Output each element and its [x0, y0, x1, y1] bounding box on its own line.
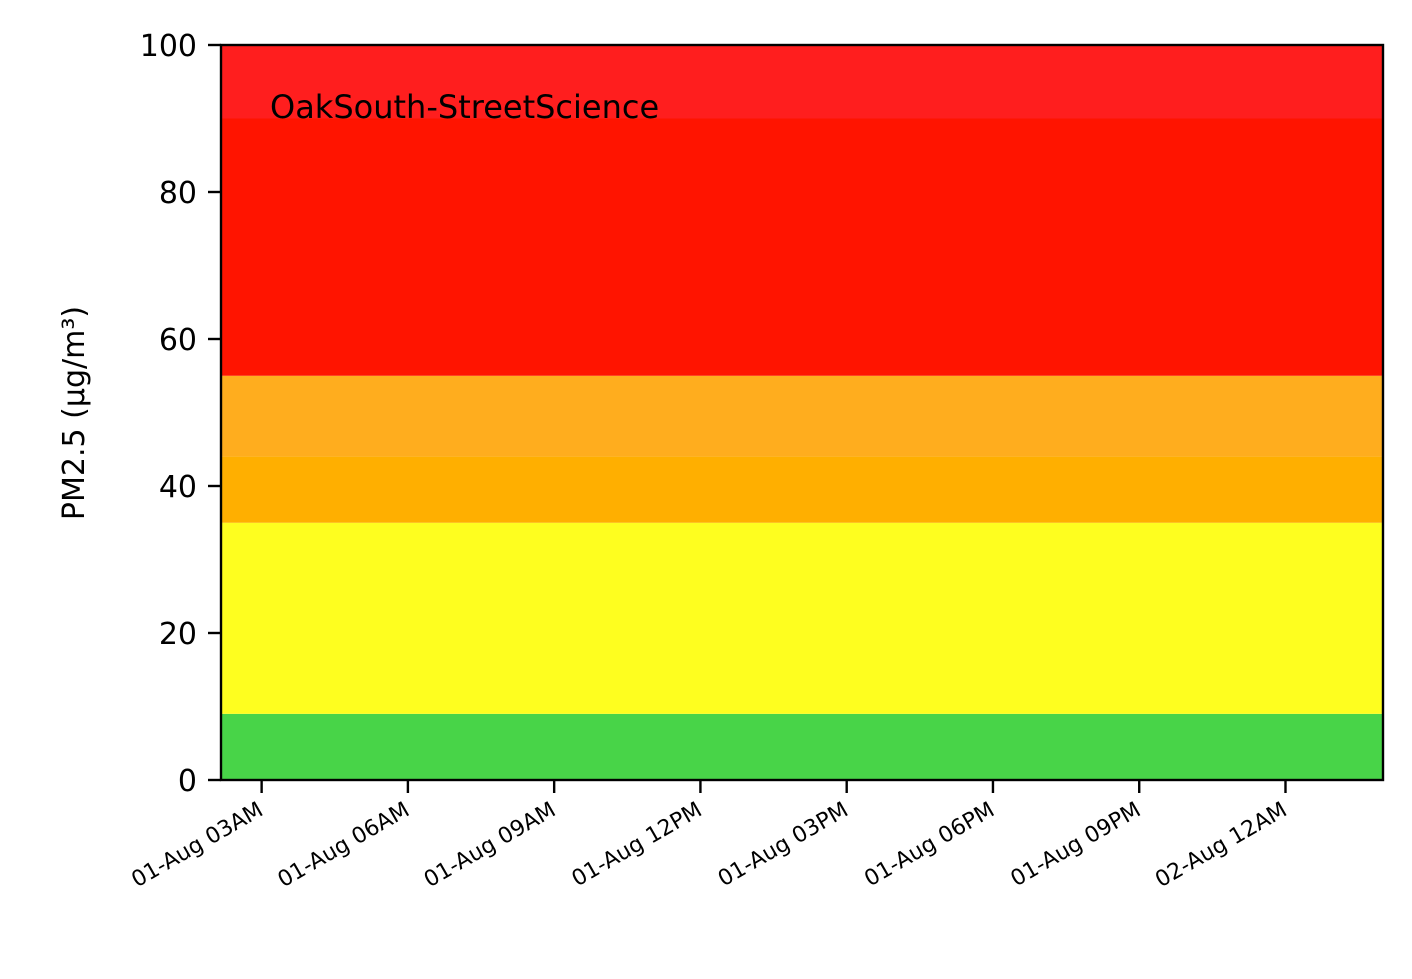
y-tick-label: 40	[159, 470, 197, 505]
aqi-band	[221, 522, 1383, 714]
y-tick-label: 60	[159, 323, 197, 358]
x-axis: 01-Aug 03AM 01-Aug 06AM 01-Aug 09AM 01-Aug …	[127, 780, 1291, 893]
aqi-band	[221, 45, 1383, 119]
y-axis: 0 20 40 60 80 100	[140, 29, 221, 799]
x-tick-label: 01-Aug 03AM	[127, 798, 267, 893]
x-tick-label: 01-Aug 09PM	[1007, 798, 1146, 892]
station-annotation: OakSouth-StreetScience	[270, 88, 659, 126]
y-tick-label: 0	[178, 764, 197, 799]
aqi-band	[221, 118, 1383, 376]
x-tick-label: 02-Aug 12AM	[1151, 798, 1291, 893]
plot-frame	[219, 43, 1385, 782]
x-tick-label: 01-Aug 06AM	[274, 798, 414, 893]
y-tick-label: 20	[159, 617, 197, 652]
y-tick-label: 80	[159, 176, 197, 211]
x-tick-label: 01-Aug 06PM	[860, 798, 999, 892]
y-axis-label: PM2.5 (µg/m³)	[57, 306, 92, 520]
x-tick-label: 01-Aug 03PM	[714, 798, 853, 892]
aqi-band	[221, 456, 1383, 523]
aqi-band	[221, 375, 1383, 457]
x-tick-label: 01-Aug 09AM	[420, 798, 560, 893]
aqi-band	[221, 713, 1383, 780]
y-tick-label: 100	[140, 29, 197, 64]
x-tick-label: 01-Aug 12PM	[568, 798, 707, 892]
aqi-bands	[221, 45, 1383, 780]
